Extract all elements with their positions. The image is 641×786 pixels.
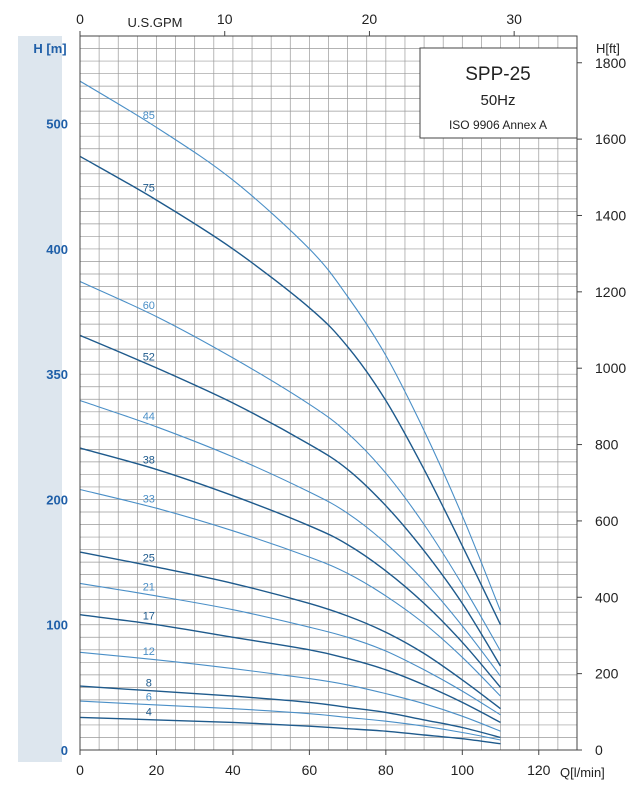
top-tick-label: 0 [76,11,84,27]
right-tick-label: 0 [595,742,603,758]
curve-4 [79,716,501,745]
curve-85 [79,80,502,612]
curve-60 [79,281,501,652]
curve-75 [79,155,502,626]
curve-label-52: 52 [143,352,155,364]
plot-frame [79,35,578,751]
left-tick-label: 350 [46,367,68,382]
left-tick-label: 0 [61,743,68,758]
curve-label-85: 85 [143,110,155,122]
x-tick-label: 100 [451,762,475,778]
curve-44 [79,399,501,677]
curve-6 [79,700,501,741]
x-axis-title: Q[l/min] [560,765,605,780]
chart-standard: ISO 9906 Annex A [449,118,547,132]
right-tick-label: 600 [595,513,619,529]
right-tick-label: 200 [595,666,619,682]
left-tick-label: 400 [46,242,68,257]
right-axis-title: H[ft] [596,41,620,56]
left-tick-label: 500 [46,117,68,132]
top-tick-label: 10 [217,11,233,27]
curve-21 [79,582,501,716]
left-axis-band [18,36,62,762]
curve-12 [79,651,501,732]
curve-label-75: 75 [143,183,155,195]
axes: 0 20 40 60 80 100 1200 10 20 30020040060080010001… [46,11,626,778]
info-box: SPP-25 50Hz ISO 9906 Annex A [419,47,578,139]
curve-label-6: 6 [146,692,152,704]
right-tick-label: 800 [595,437,619,453]
curve-label-17: 17 [143,611,155,623]
curve-label-12: 12 [143,646,155,658]
x-tick-label: 80 [378,762,394,778]
top-tick-label: 20 [362,11,378,27]
grid [80,36,577,750]
right-tick-label: 1400 [595,207,626,223]
right-tick-label: 1600 [595,131,626,147]
curve-label-4: 4 [146,707,152,719]
chart-title: SPP-25 [465,64,530,85]
curves: 85 75 60 52 44 38 33 25 21 17 12 8 6 4 [79,80,502,745]
left-axis-title: H [m] [33,41,66,56]
right-tick-label: 1000 [595,360,626,376]
left-tick-label: 100 [46,618,68,633]
x-tick-label: 60 [302,762,318,778]
curve-label-25: 25 [143,553,155,565]
curve-label-21: 21 [143,582,155,594]
x-tick-label: 0 [76,762,84,778]
curve-17 [79,614,501,724]
x-tick-label: 40 [225,762,241,778]
left-tick-label: 200 [46,492,68,507]
curve-label-38: 38 [143,454,155,466]
top-axis-title: U.S.GPM [128,15,183,30]
x-tick-label: 120 [527,762,551,778]
right-tick-label: 400 [595,589,619,605]
curve-52 [79,334,502,667]
top-tick-label: 30 [506,11,522,27]
curve-33 [79,488,501,697]
curve-label-33: 33 [143,493,155,505]
curve-label-60: 60 [143,300,155,312]
curve-8 [79,685,501,739]
right-tick-label: 1200 [595,284,626,300]
curve-label-44: 44 [143,411,155,423]
curve-label-8: 8 [146,678,152,690]
right-tick-label: 1800 [595,55,626,71]
curve-25 [79,551,501,710]
chart-subtitle: 50Hz [480,92,515,109]
curve-38 [79,447,502,688]
x-tick-label: 20 [149,762,165,778]
